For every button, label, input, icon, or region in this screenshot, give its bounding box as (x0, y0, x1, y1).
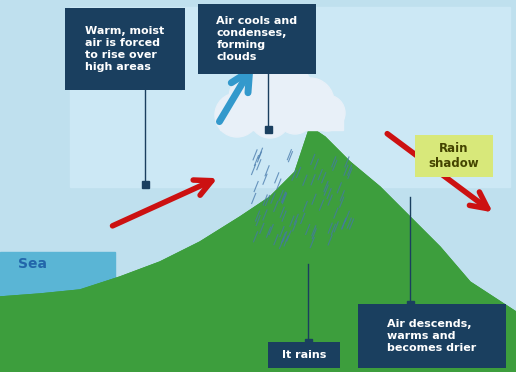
Polygon shape (0, 252, 115, 297)
Bar (141, 180, 149, 187)
Bar (268, 342, 340, 368)
Circle shape (309, 95, 345, 131)
Circle shape (277, 98, 313, 134)
Circle shape (229, 70, 285, 126)
Text: It rains: It rains (282, 350, 326, 360)
Polygon shape (0, 127, 516, 372)
Polygon shape (220, 115, 343, 130)
Circle shape (253, 62, 313, 122)
Circle shape (286, 78, 334, 126)
Text: Sea: Sea (18, 257, 47, 271)
Bar (198, 4, 316, 74)
Bar (265, 125, 271, 132)
Text: Air descends,
warms and
becomes drier: Air descends, warms and becomes drier (388, 319, 477, 353)
Polygon shape (0, 272, 115, 372)
Circle shape (215, 93, 259, 137)
Circle shape (250, 98, 290, 138)
Polygon shape (310, 127, 516, 372)
Text: Warm, moist
air is forced
to rise over
high areas: Warm, moist air is forced to rise over h… (85, 26, 165, 72)
Bar (415, 135, 493, 177)
Text: Air cools and
condenses,
forming
clouds: Air cools and condenses, forming clouds (216, 16, 298, 62)
Bar (304, 339, 312, 346)
Bar (358, 304, 506, 368)
Polygon shape (0, 127, 516, 372)
Bar (70, 7, 510, 187)
Text: Rain
shadow: Rain shadow (429, 142, 479, 170)
Bar (65, 8, 185, 90)
Bar (407, 301, 413, 308)
